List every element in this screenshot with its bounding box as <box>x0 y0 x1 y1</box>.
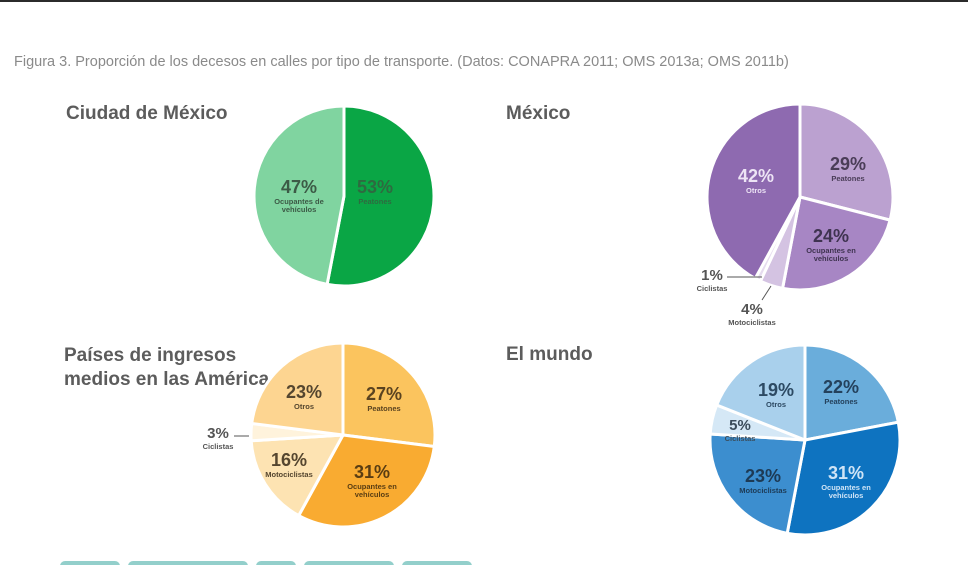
slice-category-label: Ocupantes en <box>806 246 856 255</box>
pie-slice-peatones <box>325 104 436 288</box>
slice-category-label: Ocupantes en <box>347 482 397 491</box>
pie-slice-peatones <box>803 343 900 442</box>
slice-value-label: 47% <box>281 177 317 197</box>
slice-category-label: vehículos <box>814 254 849 263</box>
slice-category-label: Peatones <box>358 197 391 206</box>
slice-value-label: 31% <box>354 462 390 482</box>
title-el-mundo: El mundo <box>506 344 593 365</box>
slice-category-label: Ciclistas <box>725 434 756 443</box>
slice-value-label: 4% <box>741 301 763 318</box>
slice-value-label: 53% <box>357 177 393 197</box>
slice-category-label: Motociclistas <box>728 318 776 327</box>
slice-category-label: Peatones <box>824 397 857 406</box>
slice-value-label: 24% <box>813 226 849 246</box>
slice-category-label: vehículos <box>829 491 864 500</box>
slice-category-label: Otros <box>746 186 766 195</box>
slice-category-label: Ocupantes de <box>274 197 324 206</box>
title-line-1: Países de ingresos <box>64 345 237 366</box>
slice-value-label: 5% <box>729 417 751 434</box>
slice-value-label: 23% <box>745 466 781 486</box>
slice-value-label: 31% <box>828 463 864 483</box>
pie-slice-ocupantes-en-veh-culos <box>781 195 892 292</box>
slice-category-label: vehículos <box>355 490 390 499</box>
pie-slice-ocupantes-de-veh-culos <box>252 104 346 286</box>
next-heading-cutoff <box>60 558 520 565</box>
figure-caption: Figura 3. Proporción de los decesos en c… <box>14 54 789 70</box>
slice-value-label: 23% <box>286 382 322 402</box>
slice-value-label: 3% <box>207 425 229 442</box>
slice-category-label: Ciclistas <box>697 284 728 293</box>
pie-slice-otros <box>705 102 802 280</box>
slice-category-label: Otros <box>294 402 314 411</box>
title-line-2: medios en las Américas <box>64 369 280 390</box>
slice-value-label: 16% <box>271 450 307 470</box>
slice-category-label: Otros <box>766 400 786 409</box>
slice-value-label: 27% <box>366 384 402 404</box>
pie-slice-peatones <box>798 102 895 222</box>
title-ciudad-de-mexico: Ciudad de México <box>66 103 228 124</box>
top-border <box>0 0 968 2</box>
pie-slice-ocupantes-en-veh-culos <box>785 420 902 537</box>
slice-category-label: Ocupantes en <box>821 483 871 492</box>
slice-category-label: Motociclistas <box>739 486 787 495</box>
pie-slice-otros <box>715 343 807 442</box>
slice-value-label: 42% <box>738 166 774 186</box>
slice-category-label: vehículos <box>282 205 317 214</box>
title-paises-americas: Países de ingresos medios en las América… <box>64 344 280 392</box>
slice-category-label: Peatones <box>367 404 400 413</box>
pie-slice-motociclistas <box>708 432 807 535</box>
slice-value-label: 19% <box>758 380 794 400</box>
pie-slice-peatones <box>341 341 437 449</box>
slice-value-label: 29% <box>830 154 866 174</box>
pie-slice-otros <box>250 341 345 437</box>
pie-slice-ocupantes-en-veh-culos <box>297 433 436 529</box>
slice-category-label: Peatones <box>831 174 864 183</box>
slice-category-label: Ciclistas <box>203 442 234 451</box>
pie-slice-motociclistas <box>249 433 345 518</box>
slice-category-label: Motociclistas <box>265 470 313 479</box>
slice-value-label: 22% <box>823 377 859 397</box>
slice-value-label: 1% <box>701 267 723 284</box>
title-mexico: México <box>506 103 571 124</box>
leader-line <box>761 285 772 301</box>
